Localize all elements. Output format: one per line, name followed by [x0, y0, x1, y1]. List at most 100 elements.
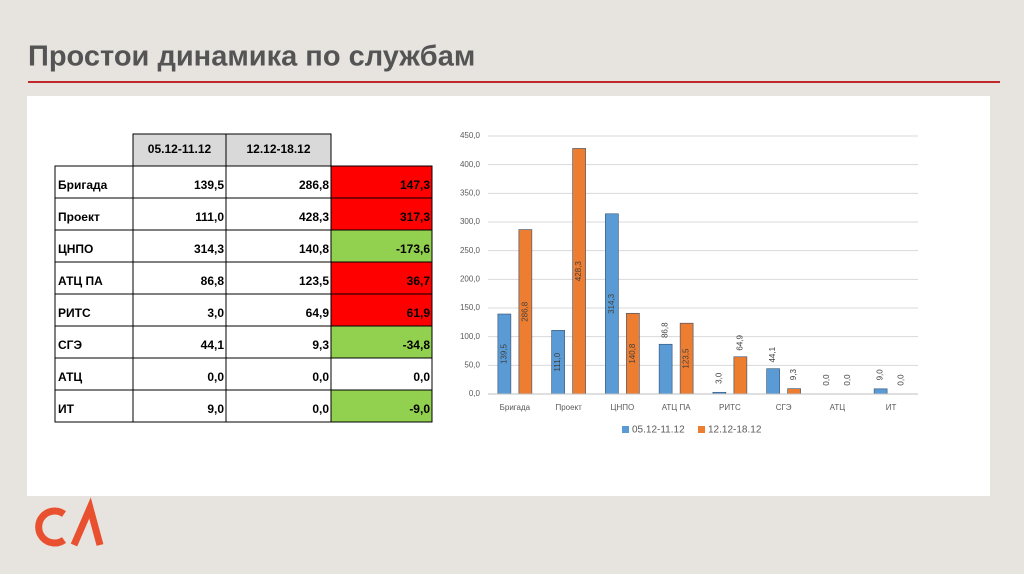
y-tick-label: 200,0: [460, 274, 481, 283]
value-label: 139,5: [499, 343, 508, 364]
x-tick-label: РИТС: [719, 403, 741, 412]
value-label: 428,3: [574, 261, 583, 282]
table-cell: [54, 357, 134, 391]
header-text: 05.12-11.12: [148, 142, 212, 156]
cell-text: 3,0: [207, 306, 224, 320]
y-tick-label: 250,0: [460, 246, 481, 255]
table-cell: [225, 261, 332, 295]
cell-text: 9,0: [207, 402, 224, 416]
table-cell: [54, 229, 134, 263]
legend-swatch: [622, 426, 629, 433]
table-cell: [54, 197, 134, 231]
cell-text: 139,5: [194, 178, 224, 192]
table-cell: [54, 261, 134, 295]
value-label: 123,5: [682, 348, 691, 369]
table-cell: [330, 357, 433, 391]
y-tick-label: 100,0: [460, 332, 481, 341]
table-cell: [225, 325, 332, 359]
x-tick-label: СГЭ: [776, 403, 792, 412]
table-cell: [132, 357, 227, 391]
bar: [766, 368, 780, 395]
table-cell: [330, 229, 433, 263]
cell-text: 317,3: [400, 210, 430, 224]
header-text: 12.12-18.12: [246, 142, 310, 156]
y-tick-label: 0,0: [469, 389, 481, 398]
cell-text: 286,8: [299, 178, 329, 192]
cell-text: 44,1: [201, 338, 225, 352]
cell-text: 0,0: [413, 370, 430, 384]
cell-text: -9,0: [409, 402, 430, 416]
cell-text: 123,5: [299, 274, 329, 288]
legend-swatch: [698, 426, 705, 433]
value-label: 314,3: [607, 293, 616, 314]
table-cell: [225, 389, 332, 423]
table-cell: [132, 197, 227, 231]
table-cell: [330, 261, 433, 295]
table-cell: [132, 261, 227, 295]
cell-text: 314,3: [194, 242, 224, 256]
value-label: 44,1: [768, 346, 777, 362]
bar: [787, 388, 801, 395]
slide-title: Простои динамика по службам: [28, 41, 475, 73]
y-tick-label: 150,0: [460, 303, 481, 312]
logo-c: [35, 507, 67, 547]
table-cell: [225, 197, 332, 231]
cell-text: 86,8: [201, 274, 225, 288]
cell-text: 9,3: [312, 338, 329, 352]
value-label: 286,8: [520, 301, 529, 322]
logo: [35, 497, 104, 547]
table-cell: [330, 389, 433, 423]
cell-text: 0,0: [312, 402, 329, 416]
cell-text: СГЭ: [58, 338, 82, 352]
y-tick-label: 300,0: [460, 217, 481, 226]
legend-label: 12.12-18.12: [708, 425, 762, 436]
cell-text: -173,6: [396, 242, 430, 256]
value-label: 111,0: [553, 352, 562, 371]
cell-text: 0,0: [312, 370, 329, 384]
table-cell: [330, 293, 433, 327]
table-cell: [330, 165, 433, 199]
value-label: 86,8: [661, 322, 670, 338]
x-tick-label: АТЦ: [830, 403, 846, 412]
table-cell: [132, 389, 227, 423]
logo-l: [70, 497, 104, 547]
value-label: 140,8: [628, 343, 637, 364]
cell-text: 61,9: [407, 306, 431, 320]
y-tick-label: 350,0: [460, 188, 481, 197]
cell-text: 0,0: [207, 370, 224, 384]
value-label: 64,9: [735, 334, 744, 350]
cell-text: -34,8: [403, 338, 431, 352]
bar: [658, 343, 673, 395]
cell-text: 428,3: [299, 210, 329, 224]
bar: [873, 388, 888, 395]
cell-text: ИТ: [58, 402, 75, 416]
cell-text: 140,8: [299, 242, 329, 256]
cell-text: 36,7: [407, 274, 431, 288]
cell-text: ЦНПО: [58, 242, 93, 256]
x-tick-label: Бригада: [500, 403, 531, 412]
value-label: 9,3: [789, 369, 798, 381]
bar: [733, 356, 748, 395]
y-tick-label: 450,0: [460, 131, 481, 140]
cell-text: 111,0: [195, 210, 224, 224]
cell-text: АТЦ ПА: [58, 274, 103, 288]
value-label: 9,0: [876, 369, 885, 381]
x-tick-label: ИТ: [886, 403, 897, 412]
cell-text: Проект: [58, 210, 100, 224]
x-tick-label: ЦНПО: [611, 403, 635, 412]
table-cell: [54, 293, 134, 327]
cell-text: РИТС: [58, 306, 91, 320]
y-tick-label: 50,0: [464, 360, 480, 369]
cell-text: 147,3: [400, 178, 430, 192]
y-tick-label: 400,0: [460, 160, 481, 169]
cell-text: 64,9: [306, 306, 330, 320]
table-cell: [132, 325, 227, 359]
value-label: 0,0: [843, 374, 852, 386]
value-label: 0,0: [897, 374, 906, 386]
cell-text: АТЦ: [58, 370, 82, 384]
cell-text: Бригада: [58, 178, 108, 192]
table-cell: [225, 229, 332, 263]
x-tick-label: Проект: [555, 403, 582, 412]
